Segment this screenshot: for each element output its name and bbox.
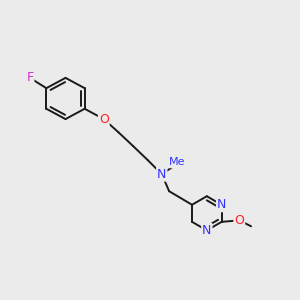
Text: O: O [234,214,244,227]
Text: Me: Me [169,158,186,167]
Text: O: O [99,112,109,126]
Text: N: N [157,168,167,181]
Text: N: N [202,224,212,237]
Text: N: N [217,198,226,211]
Text: F: F [26,71,33,84]
